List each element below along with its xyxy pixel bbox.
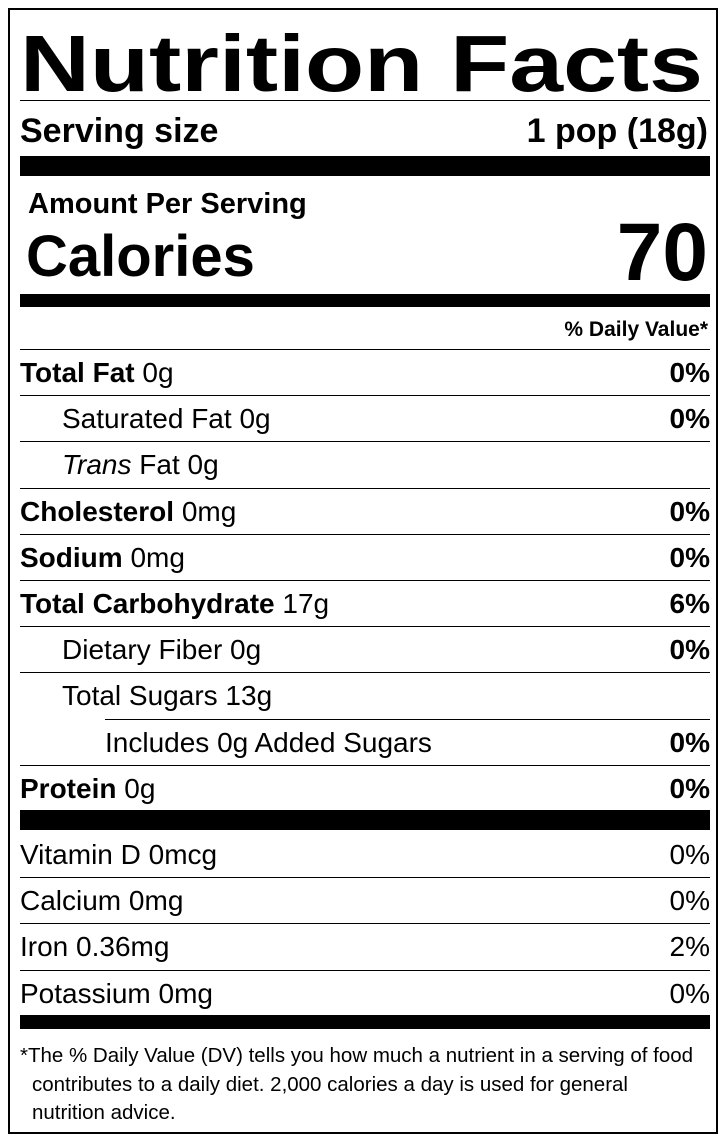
nutrient-name: Vitamin D [20, 839, 141, 870]
nutrient-name: Includes 0g Added Sugars [105, 726, 432, 758]
nutrient-name: Saturated Fat [62, 403, 232, 435]
nutrient-name: Sodium [20, 541, 123, 573]
thick-rule [20, 1014, 710, 1029]
daily-value: 0% [669, 357, 710, 388]
nutrient-row: Includes 0g Added Sugars 0% [105, 720, 710, 766]
nutrient-amount: 0mg [181, 495, 237, 527]
nutrient-row: Saturated Fat 0g 0% [62, 396, 710, 442]
daily-value: 0% [669, 541, 710, 573]
calories-value: 70 [616, 207, 708, 298]
nutrient-amount: 0g [187, 449, 219, 481]
nutrient-row: Protein 0g 0% [20, 766, 710, 812]
serving-label: Serving size [20, 112, 219, 150]
daily-value: 6% [669, 588, 710, 619]
footnote: *The % Daily Value (DV) tells you how mu… [20, 1044, 694, 1124]
serving-value: 1 pop (18g) [526, 112, 708, 150]
nutrient-row: Iron 0.36mg 2% [20, 924, 710, 970]
amount-per-serving: Amount Per Serving [28, 188, 307, 220]
nutrient-row: Potassium 0mg 0% [20, 971, 710, 1017]
nutrient-name: Protein [20, 772, 117, 804]
nutrient-row: Sodium 0mg 0% [20, 535, 710, 581]
nutrient-amount: 0g [142, 357, 174, 388]
daily-value: 0% [669, 403, 710, 435]
daily-value: 0% [669, 839, 710, 870]
nutrition-label: Nutrition Facts Serving size 1 pop (18g)… [8, 8, 718, 1134]
thick-rule [20, 156, 710, 176]
daily-value-header: % Daily Value* [564, 318, 708, 341]
rule [105, 718, 710, 720]
thick-rule [20, 810, 710, 830]
rule [20, 923, 710, 925]
nutrient-row: Cholesterol 0mg 0% [20, 489, 710, 535]
daily-value: 0% [669, 885, 710, 917]
nutrient-amount: 0g [124, 772, 156, 804]
rule [20, 764, 710, 766]
rule [20, 395, 710, 397]
nutrient-row: Total Fat 0g 0% [20, 350, 710, 396]
daily-value: 2% [669, 931, 710, 963]
rule [20, 441, 710, 443]
nutrient-amount: 0mg [130, 541, 185, 573]
nutrient-row: Trans Fat 0g [62, 442, 710, 488]
daily-value: 0% [669, 977, 710, 1009]
nutrient-amount: 0mcg [148, 839, 218, 870]
nutrient-name: Cholesterol [20, 495, 175, 527]
daily-value: 0% [669, 495, 710, 527]
nutrient-name: Potassium [20, 977, 151, 1009]
rule [20, 626, 710, 628]
nutrient-name-italic: Trans [62, 449, 132, 481]
daily-value: 0% [669, 634, 710, 666]
rule [20, 100, 710, 101]
nutrient-name: Calcium [20, 885, 122, 917]
rule [20, 349, 710, 350]
rule [20, 533, 710, 535]
rule [20, 672, 710, 674]
daily-value: 0% [669, 772, 710, 804]
rule [20, 580, 710, 581]
nutrient-amount: 0g [239, 403, 271, 435]
nutrient-amount: 0mg [128, 885, 184, 917]
nutrient-name: Total Sugars [62, 680, 218, 712]
rule [20, 487, 710, 489]
nutrient-row: Calcium 0mg 0% [20, 878, 710, 924]
nutrient-row: Dietary Fiber 0g 0% [62, 627, 710, 673]
nutrient-name: Total Carbohydrate [20, 588, 275, 619]
daily-value: 0% [669, 726, 710, 758]
nutrient-name: Fat [139, 449, 180, 481]
nutrient-row: Total Sugars 13g [62, 673, 710, 719]
nutrient-amount: 0g [230, 634, 262, 666]
nutrient-row: Total Carbohydrate 17g 6% [20, 581, 710, 627]
thick-rule [20, 294, 710, 307]
rule [20, 969, 710, 971]
nutrient-amount: 13g [225, 680, 273, 712]
nutrient-amount: 17g [282, 588, 330, 619]
nutrient-name: Total Fat [20, 357, 135, 388]
nutrient-amount: 0mg [158, 977, 213, 1009]
vitamin-row: Vitamin D 0mcg 0% [20, 832, 710, 878]
rule [20, 877, 710, 879]
calories-label: Calories [26, 224, 255, 289]
nutrient-amount: 0.36mg [76, 931, 170, 963]
title: Nutrition Facts [20, 19, 703, 108]
nutrient-name: Iron [20, 931, 69, 963]
nutrient-name: Dietary Fiber [62, 634, 223, 666]
